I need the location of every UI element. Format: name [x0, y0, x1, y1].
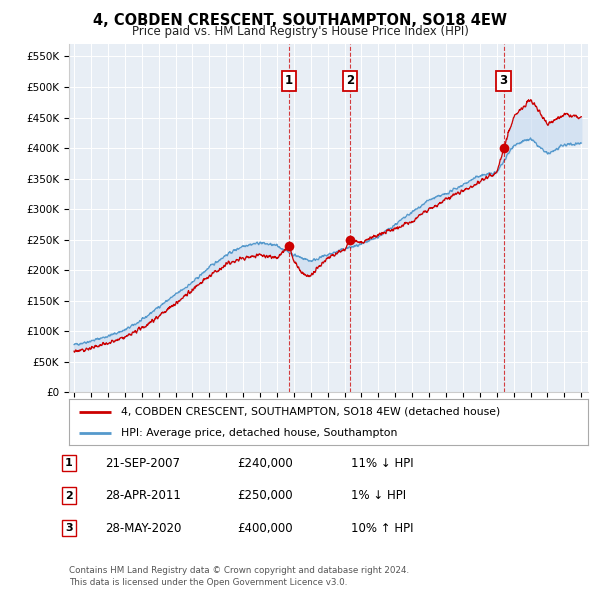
- Text: £250,000: £250,000: [237, 489, 293, 502]
- Text: Price paid vs. HM Land Registry's House Price Index (HPI): Price paid vs. HM Land Registry's House …: [131, 25, 469, 38]
- Text: 3: 3: [500, 74, 508, 87]
- Text: 21-SEP-2007: 21-SEP-2007: [105, 457, 180, 470]
- Text: 10% ↑ HPI: 10% ↑ HPI: [351, 522, 413, 535]
- Text: 4, COBDEN CRESCENT, SOUTHAMPTON, SO18 4EW (detached house): 4, COBDEN CRESCENT, SOUTHAMPTON, SO18 4E…: [121, 407, 500, 417]
- Text: Contains HM Land Registry data © Crown copyright and database right 2024.
This d: Contains HM Land Registry data © Crown c…: [69, 566, 409, 587]
- Text: HPI: Average price, detached house, Southampton: HPI: Average price, detached house, Sout…: [121, 428, 397, 438]
- Text: £240,000: £240,000: [237, 457, 293, 470]
- Text: 1% ↓ HPI: 1% ↓ HPI: [351, 489, 406, 502]
- Text: 28-MAY-2020: 28-MAY-2020: [105, 522, 181, 535]
- Text: 2: 2: [65, 491, 73, 500]
- Text: 28-APR-2011: 28-APR-2011: [105, 489, 181, 502]
- Text: 2: 2: [346, 74, 354, 87]
- Text: 4, COBDEN CRESCENT, SOUTHAMPTON, SO18 4EW: 4, COBDEN CRESCENT, SOUTHAMPTON, SO18 4E…: [93, 13, 507, 28]
- Text: 1: 1: [65, 458, 73, 468]
- Text: £400,000: £400,000: [237, 522, 293, 535]
- Text: 11% ↓ HPI: 11% ↓ HPI: [351, 457, 413, 470]
- Text: 1: 1: [285, 74, 293, 87]
- Text: 3: 3: [65, 523, 73, 533]
